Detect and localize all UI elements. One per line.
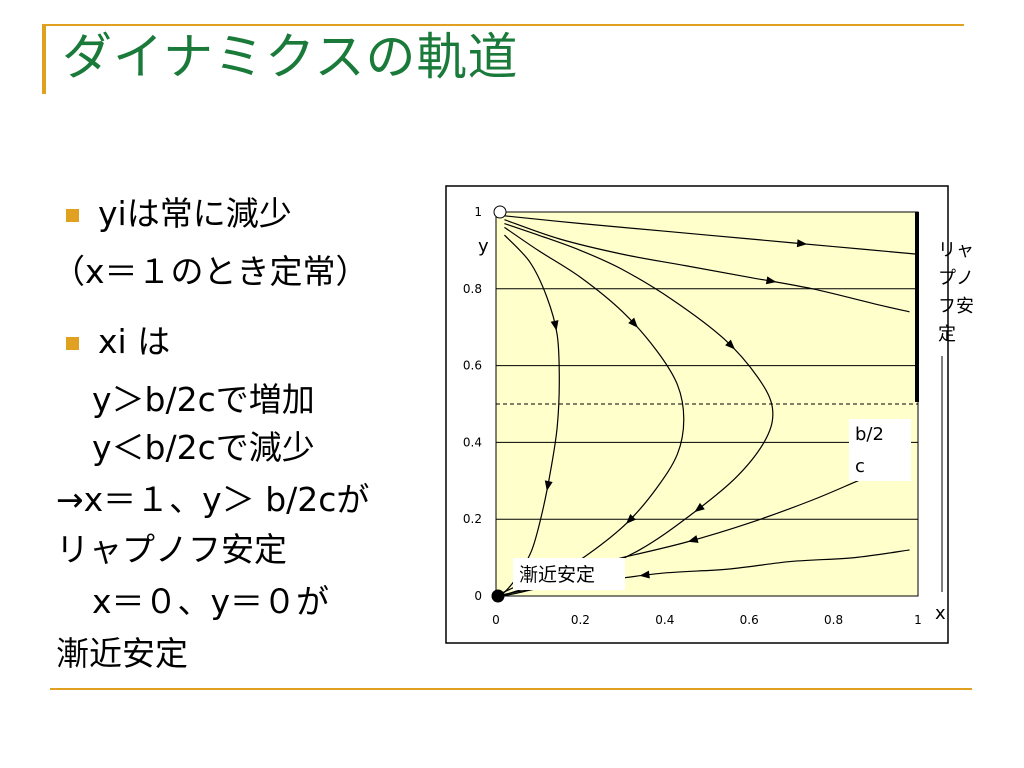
direction-arrow-icon <box>796 239 808 248</box>
direction-arrow-icon <box>550 320 559 331</box>
y-tick-label: 1 <box>474 205 482 219</box>
direction-arrow-icon <box>765 276 777 285</box>
y-tick-label: 0 <box>474 589 482 603</box>
text-line-5: y＜b/2cで減少 <box>92 428 315 467</box>
lyapunov-label-line: プノ <box>938 268 974 289</box>
y-tick-label: 0.6 <box>463 359 482 373</box>
lyapunov-label-line: 定 <box>938 324 956 345</box>
title-top-rule <box>42 24 964 26</box>
x-tick-label: 1 <box>914 613 922 627</box>
text-line-4: y＞b/2cで増加 <box>92 380 315 419</box>
text-line-8: x＝０、y＝０が <box>92 582 330 621</box>
square-bullet-icon <box>66 209 79 222</box>
y-tick-label: 0.2 <box>463 512 482 526</box>
title-left-bar <box>42 24 46 94</box>
lyapunov-label-line: フ安 <box>938 296 974 317</box>
footer-rule <box>50 688 972 690</box>
attractor-label-box <box>513 558 625 590</box>
x-tick-label: 0.4 <box>655 613 674 627</box>
square-bullet-icon <box>66 337 79 350</box>
direction-arrow-icon <box>639 570 650 579</box>
threshold-label-box <box>849 419 911 481</box>
direction-arrow-icon <box>628 317 638 328</box>
text-line-6: →x＝１、y＞ b/2cが <box>56 480 370 519</box>
threshold-label-line-1: b/2 <box>855 424 884 445</box>
x-tick-label: 0.6 <box>740 613 759 627</box>
text-line-3: xi は <box>98 322 171 361</box>
direction-arrow-icon <box>544 480 553 492</box>
lyapunov-label-line: リャ <box>938 240 974 261</box>
y-tick-label: 0.8 <box>463 282 482 296</box>
threshold-label-line-2: c <box>855 456 865 477</box>
direction-arrow-icon <box>694 502 705 513</box>
text-line-2: （x＝１のとき定常） <box>52 252 369 291</box>
open-point-marker <box>493 205 507 219</box>
text-line-9: 漸近安定 <box>56 634 188 673</box>
grid-lines <box>496 288 918 520</box>
text-line-1: yiは常に減少 <box>98 194 292 233</box>
lyapunov-stable-label: リャプノフ安定 <box>938 240 974 345</box>
direction-arrow-icon <box>687 535 699 543</box>
y-tick-label: 0.4 <box>463 435 482 449</box>
x-axis-label: x <box>935 603 946 624</box>
slide-title: ダイナミクスの軌道 <box>62 28 519 86</box>
direction-arrow-icon <box>626 513 636 524</box>
attractor-point-marker <box>491 589 505 603</box>
trajectory-line-1 <box>504 215 919 255</box>
x-tick-label: 0.2 <box>571 613 590 627</box>
attractor-label: 漸近安定 <box>519 564 595 586</box>
text-line-7: リャプノフ安定 <box>56 530 287 569</box>
axis-ticks: 0 0.2 0.4 0.6 0.8 1 0 0.2 0.4 0.6 0.8 1 <box>463 205 922 627</box>
trajectory-line-2 <box>504 219 910 313</box>
y-axis-label: y <box>478 236 489 257</box>
direction-arrow-icon <box>725 339 736 350</box>
x-tick-label: 0 <box>492 613 500 627</box>
x-tick-label: 0.8 <box>824 613 843 627</box>
